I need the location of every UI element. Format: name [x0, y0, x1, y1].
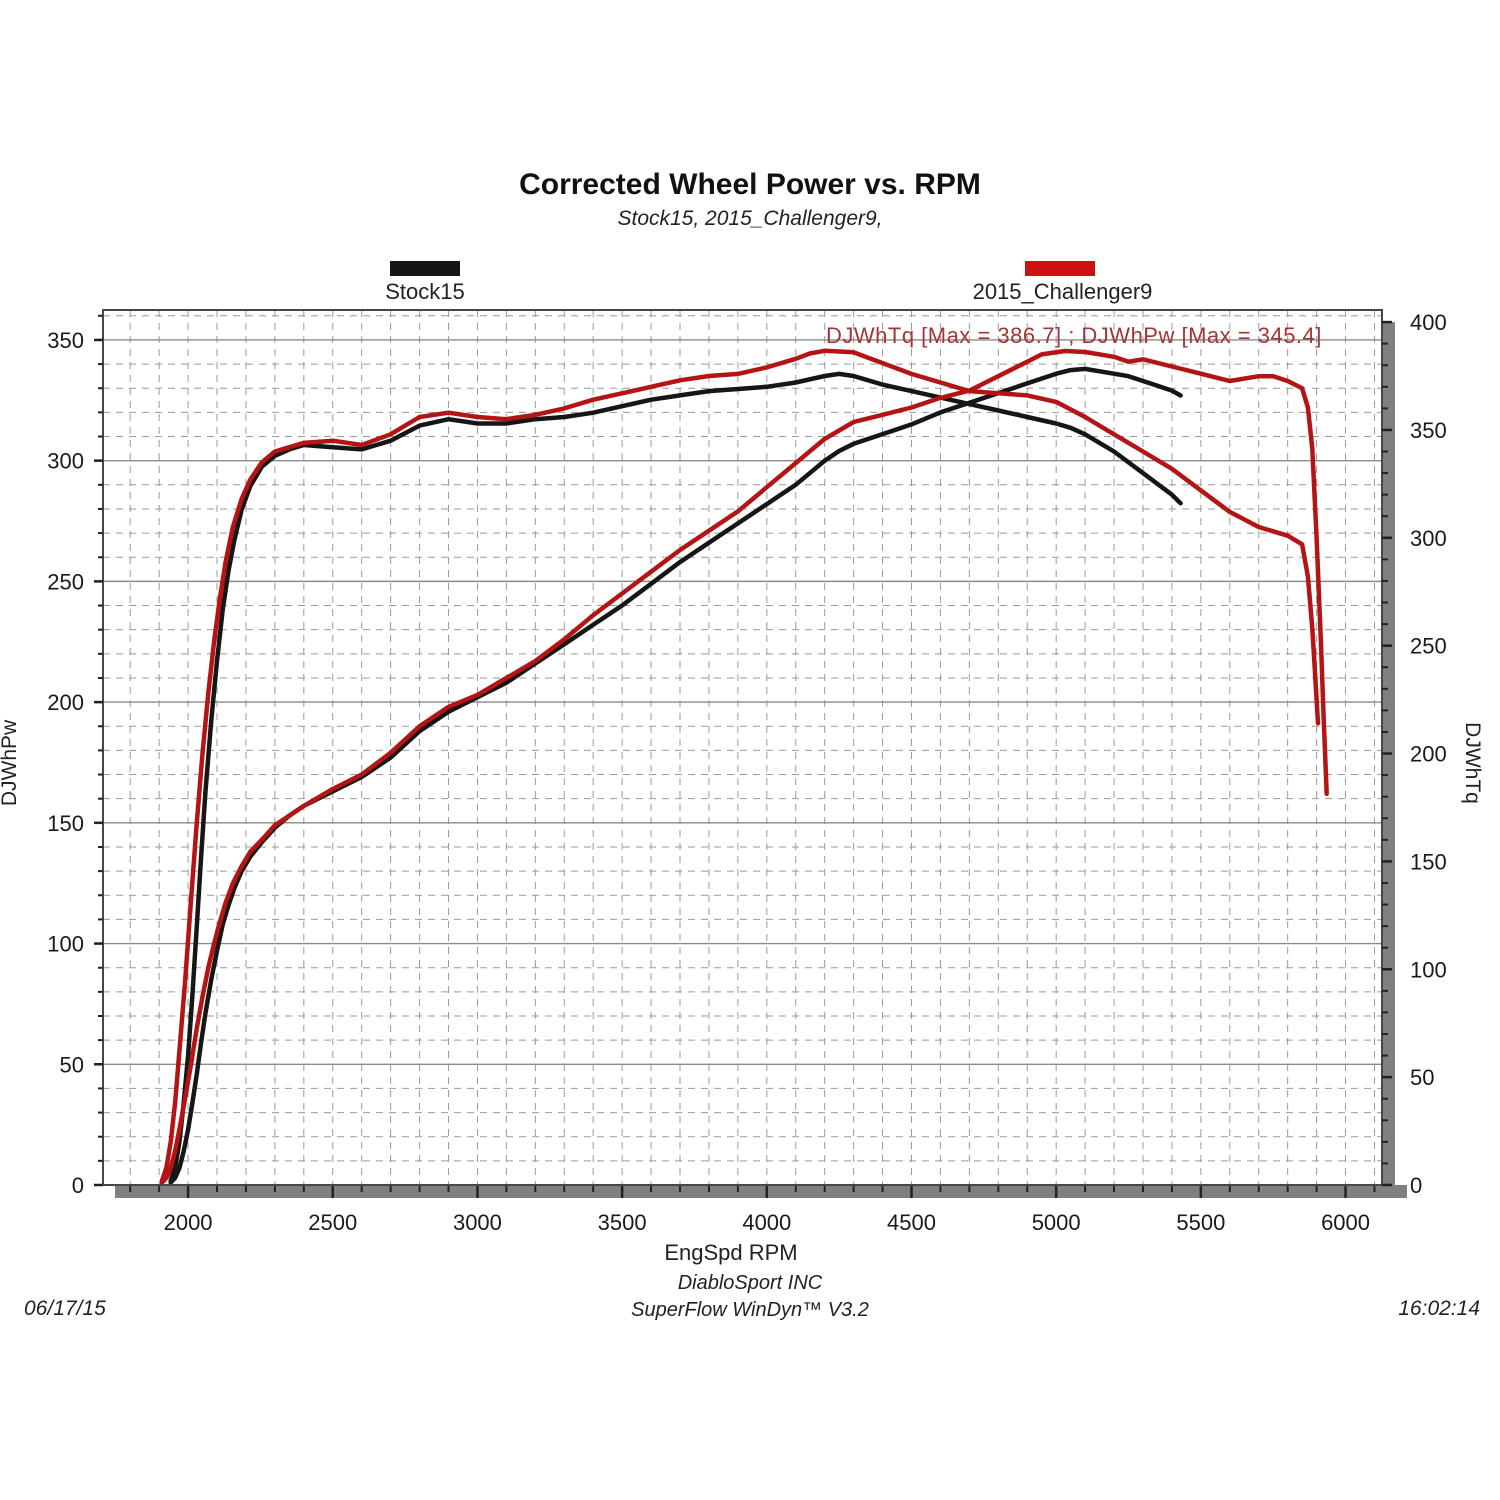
left-tick-label: 200: [47, 690, 84, 715]
series-line-2015_challenger9-djwhpw: [159, 348, 1329, 1185]
x-tick-label: 6000: [1321, 1210, 1370, 1235]
right-axis-label: DJWhTq: [1461, 722, 1484, 804]
legend-swatch-stock15: [390, 261, 460, 276]
x-tick-label: 5000: [1032, 1210, 1081, 1235]
left-axis-label: DJWhPw: [0, 719, 21, 807]
page-title: Corrected Wheel Power vs. RPM: [519, 168, 981, 201]
x-tick-label: 4000: [742, 1210, 791, 1235]
right-tick-label: 350: [1410, 418, 1447, 443]
footer-time: 16:02:14: [1398, 1297, 1480, 1320]
right-tick-label: 200: [1410, 742, 1447, 767]
left-tick-label: 0: [72, 1173, 84, 1198]
x-axis-label: EngSpd RPM: [664, 1240, 798, 1265]
footer-software: SuperFlow WinDyn™ V3.2: [631, 1299, 869, 1321]
right-tick-label: 100: [1410, 957, 1447, 982]
x-tick-label: 2000: [164, 1210, 213, 1235]
plot-shadow-bottom: [115, 1185, 1407, 1198]
footer-company: DiabloSport INC: [677, 1272, 823, 1294]
x-tick-label: 3000: [453, 1210, 502, 1235]
left-tick-label: 250: [47, 569, 84, 594]
x-tick-label: 5500: [1176, 1210, 1225, 1235]
left-tick-label: 350: [47, 328, 84, 353]
legend-label-challenger9: 2015_Challenger9: [972, 279, 1153, 304]
right-tick-label: 300: [1410, 526, 1447, 551]
footer-date: 06/17/15: [24, 1297, 106, 1320]
x-tick-label: 2500: [308, 1210, 357, 1235]
max-values-annotation: DJWhTq [Max = 386.7] ; DJWhPw [Max = 345…: [826, 323, 1322, 348]
plot-border: [102, 309, 1383, 1186]
series-line-stock15-djwhpw: [168, 366, 1183, 1185]
plot-shadow-right: [1382, 322, 1395, 1197]
legend-swatch-challenger9: [1025, 261, 1095, 276]
right-tick-label: 150: [1410, 849, 1447, 874]
series-line-2015_challenger9-djwhtq: [159, 348, 1321, 1183]
right-tick-label: 400: [1410, 310, 1447, 335]
page-subtitle: Stock15, 2015_Challenger9,: [617, 207, 883, 230]
right-tick-label: 250: [1410, 634, 1447, 659]
right-tick-label: 50: [1410, 1065, 1434, 1090]
left-tick-label: 100: [47, 932, 84, 957]
left-tick-label: 50: [60, 1052, 84, 1077]
right-tick-label: 0: [1410, 1173, 1422, 1198]
left-tick-label: 150: [47, 811, 84, 836]
x-tick-label: 3500: [598, 1210, 647, 1235]
legend-label-stock15: Stock15: [385, 279, 465, 304]
x-tick-label: 4500: [887, 1210, 936, 1235]
left-tick-label: 300: [47, 449, 84, 474]
series-line-stock15-djwhtq: [168, 371, 1183, 1183]
